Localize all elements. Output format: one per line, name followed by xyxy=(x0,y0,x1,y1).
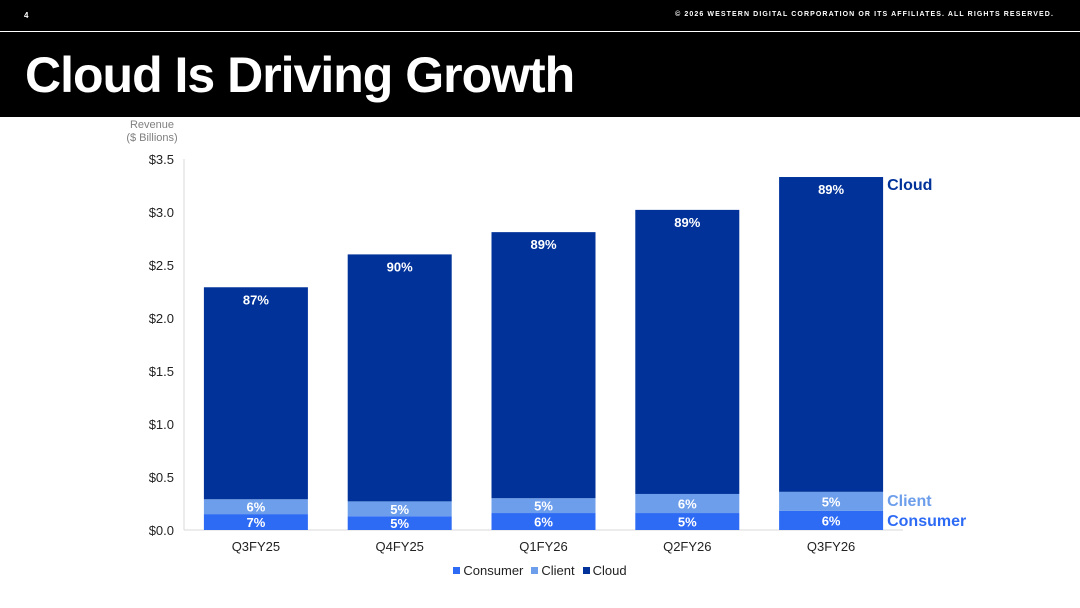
legend-item-cloud: Cloud xyxy=(582,563,627,578)
x-tick-label: Q4FY25 xyxy=(375,539,423,554)
legend-swatch-client xyxy=(531,567,539,574)
bar-segment-cloud xyxy=(635,209,740,494)
series-label-cloud: Cloud xyxy=(887,177,932,194)
header-divider xyxy=(0,31,1080,32)
data-label-client: 5% xyxy=(822,494,841,509)
header-bar: 4 © 2026 WESTERN DIGITAL CORPORATION OR … xyxy=(0,0,1080,117)
bar-segment-client xyxy=(779,491,884,511)
y-tick-label: $1.5 xyxy=(149,364,174,379)
page-number: 4 xyxy=(24,11,29,20)
y-tick-label: $3.5 xyxy=(149,152,174,167)
data-label-consumer: 5% xyxy=(390,516,409,531)
legend-swatch-consumer xyxy=(453,567,461,574)
data-label-consumer: 6% xyxy=(822,513,841,528)
legend-label-cloud: Cloud xyxy=(592,563,627,578)
bar-segment-consumer xyxy=(347,516,452,530)
data-label-client: 5% xyxy=(390,502,409,517)
data-label-cloud: 87% xyxy=(243,292,269,307)
bar-segment-consumer xyxy=(635,513,740,530)
y-tick-label: $0.0 xyxy=(149,523,174,538)
bar-segment-client xyxy=(635,493,740,514)
y-axis-label-line-2: ($ Billions) xyxy=(126,132,178,144)
bar-segment-client xyxy=(203,499,308,515)
legend-item-client: Client xyxy=(531,563,575,578)
y-axis-label: Revenue ($ Billions) xyxy=(112,119,192,145)
x-tick-label: Q1FY26 xyxy=(519,539,567,554)
y-tick-label: $1.0 xyxy=(149,417,174,432)
data-label-consumer: 5% xyxy=(678,515,697,530)
chart-legend: Consumer Client Cloud xyxy=(0,563,1080,578)
legend-swatch-cloud xyxy=(582,567,590,574)
data-label-client: 6% xyxy=(247,500,266,515)
data-label-cloud: 89% xyxy=(530,237,556,252)
data-label-cloud: 89% xyxy=(674,215,700,230)
data-label-cloud: 90% xyxy=(387,259,413,274)
legend-item-consumer: Consumer xyxy=(453,563,523,578)
y-tick-label: $0.5 xyxy=(149,470,174,485)
y-tick-label: $2.0 xyxy=(149,311,174,326)
bar-segment-cloud xyxy=(347,254,452,502)
bar-segment-consumer xyxy=(203,514,308,530)
y-tick-label: $2.5 xyxy=(149,258,174,273)
x-tick-label: Q2FY26 xyxy=(663,539,711,554)
y-tick-label: $3.0 xyxy=(149,205,174,220)
bar-segment-cloud xyxy=(779,177,884,492)
legend-label-client: Client xyxy=(541,563,575,578)
data-label-consumer: 7% xyxy=(247,515,266,530)
bar-segment-cloud xyxy=(491,232,596,499)
data-label-cloud: 89% xyxy=(818,182,844,197)
data-label-client: 6% xyxy=(678,497,697,512)
page-title: Cloud Is Driving Growth xyxy=(25,47,575,103)
bar-segment-consumer xyxy=(491,513,596,530)
x-tick-label: Q3FY25 xyxy=(232,539,280,554)
legend-label-consumer: Consumer xyxy=(463,563,524,578)
bar-segment-consumer xyxy=(779,510,884,530)
y-axis-label-line-1: Revenue xyxy=(129,119,175,131)
series-label-client: Client xyxy=(887,493,932,510)
bar-segment-client xyxy=(491,498,596,514)
series-label-consumer: Consumer xyxy=(887,513,966,530)
bar-segment-client xyxy=(347,501,452,517)
x-tick-label: Q3FY26 xyxy=(807,539,855,554)
bar-segment-cloud xyxy=(203,287,308,500)
data-label-consumer: 6% xyxy=(534,515,553,530)
copyright-notice: © 2026 WESTERN DIGITAL CORPORATION OR IT… xyxy=(675,11,1054,18)
data-label-client: 5% xyxy=(534,499,553,514)
